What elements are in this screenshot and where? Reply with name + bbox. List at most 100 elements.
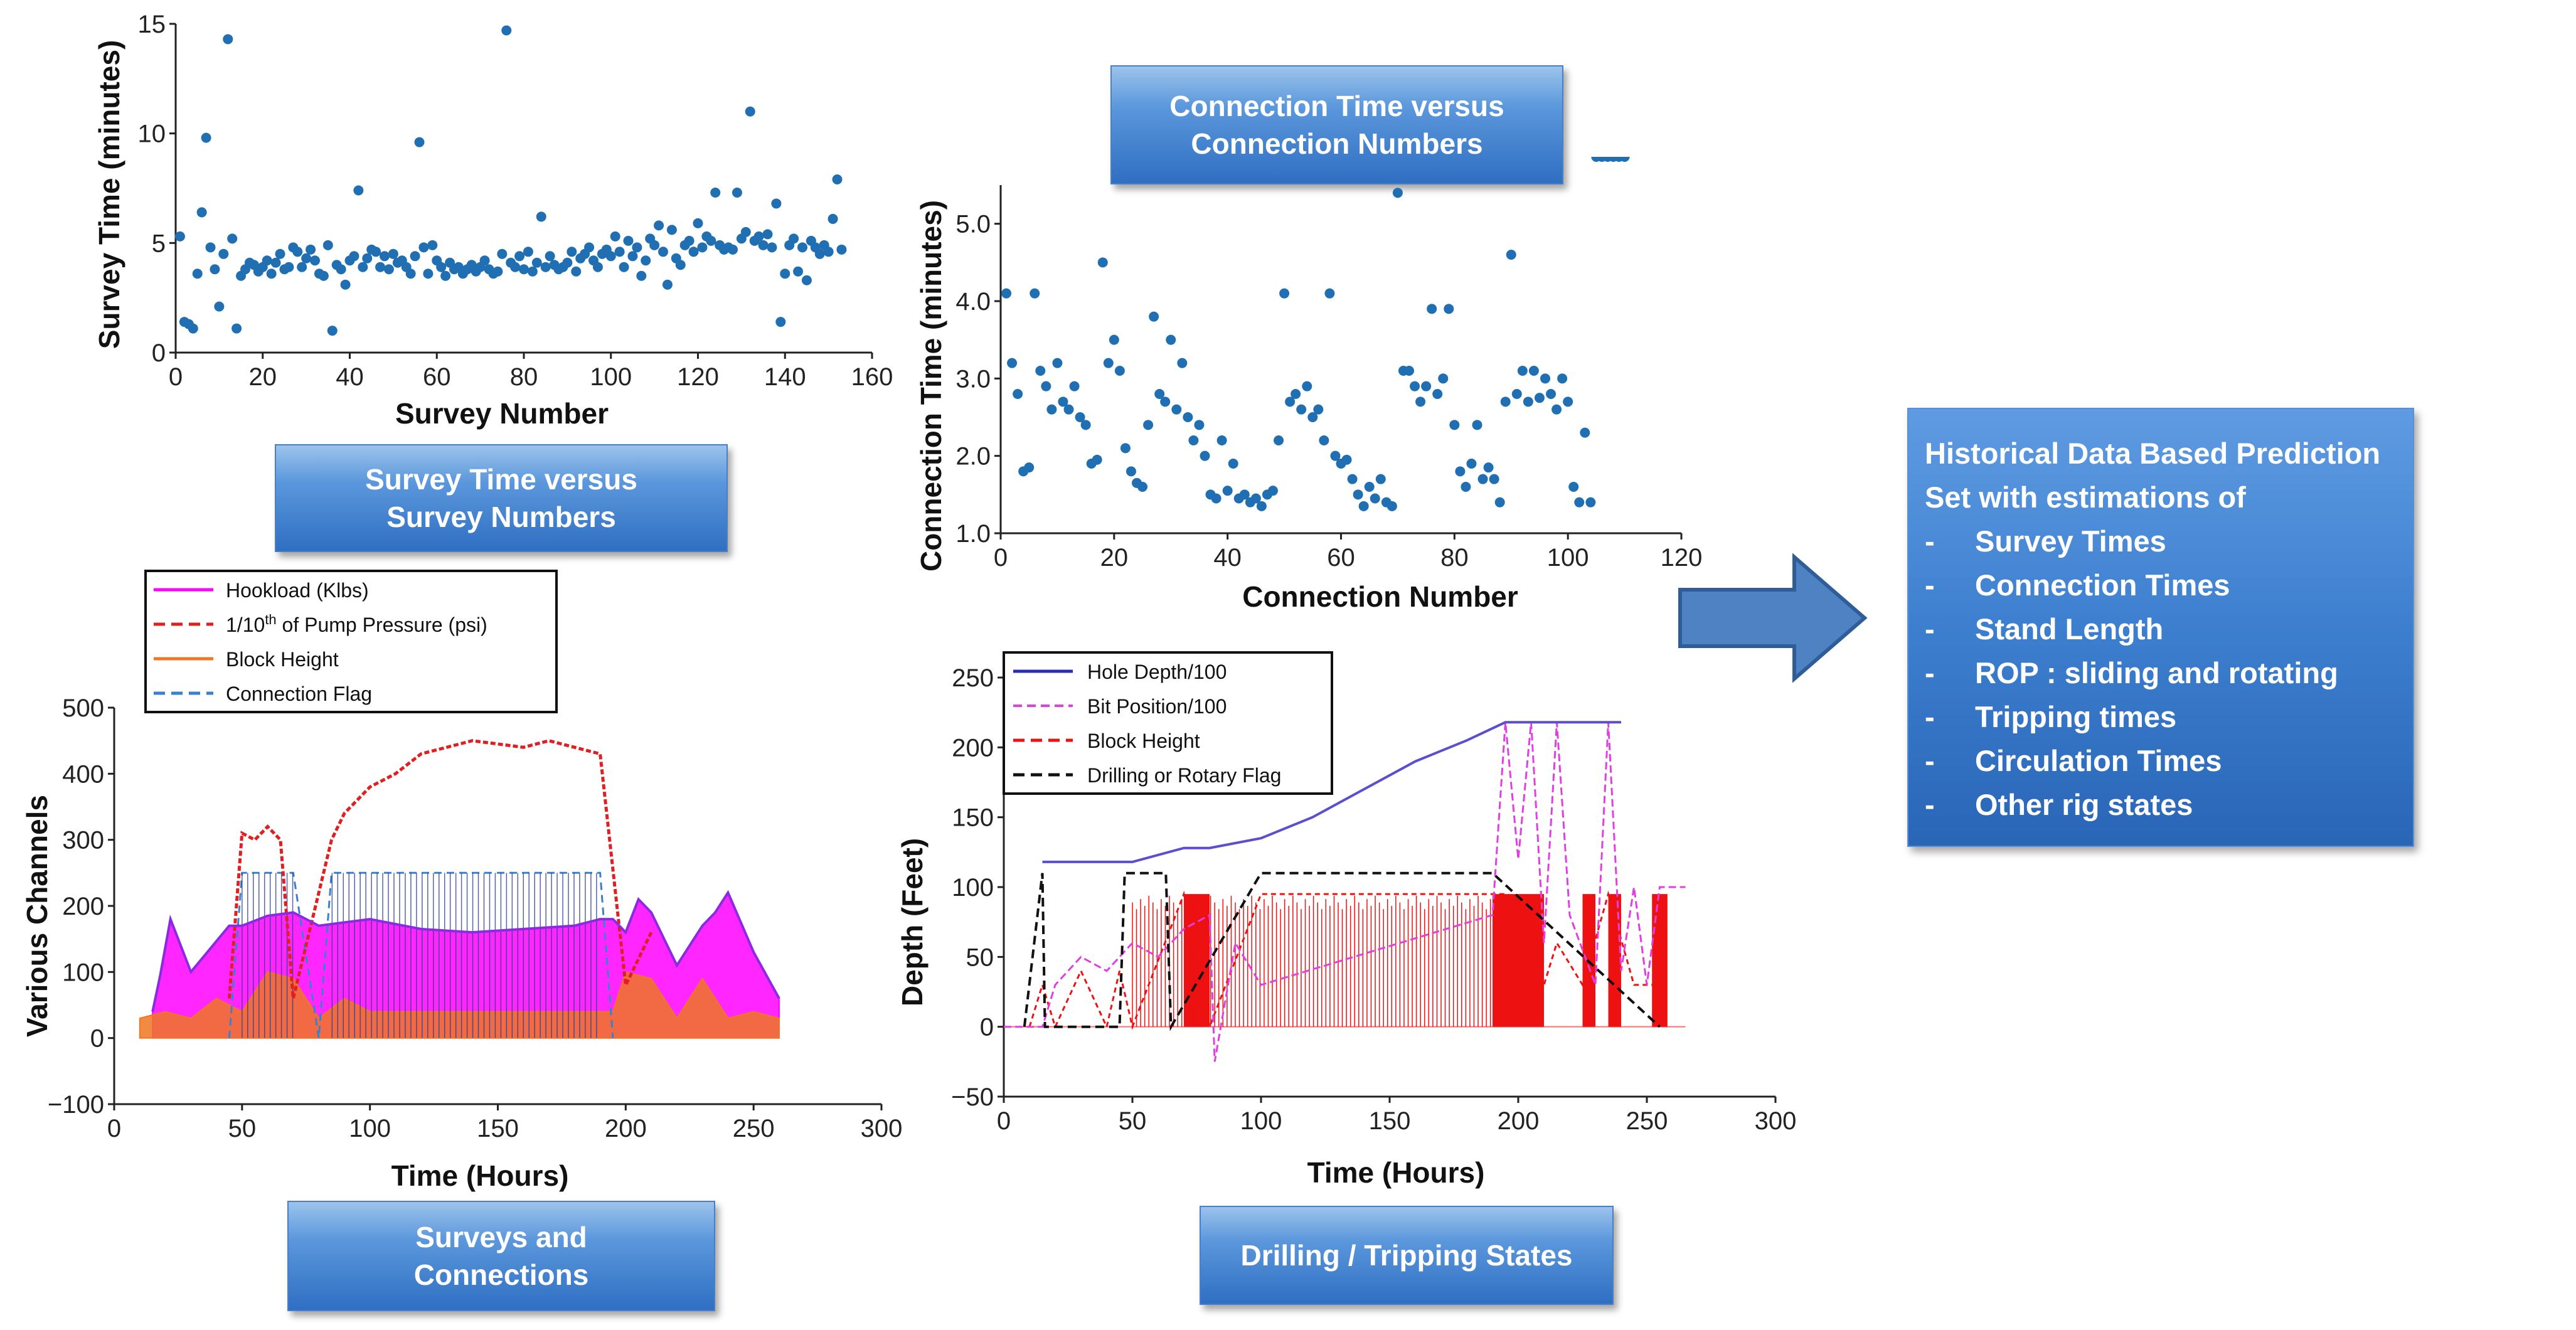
right-arrow-icon: [1678, 553, 1868, 683]
scatter-point: [1557, 373, 1568, 384]
scatter-point: [1415, 396, 1426, 407]
scatter-point: [562, 257, 573, 268]
scatter-point: [793, 266, 804, 277]
x-tick-label: 0: [994, 544, 1008, 572]
summary-item: - Tripping times: [1925, 700, 2177, 733]
scatter-point: [1546, 389, 1557, 399]
scatter-point: [814, 248, 825, 259]
scatter-point: [214, 301, 225, 312]
scatter-point: [1551, 404, 1562, 415]
channels-y-axis-title: Various Channels: [21, 795, 53, 1037]
scatter-point: [1386, 501, 1397, 511]
scatter-point: [1540, 373, 1550, 384]
scatter-point: [527, 266, 538, 277]
scatter-point: [1046, 404, 1057, 415]
scatter-point: [327, 326, 338, 336]
scatter-point: [1563, 396, 1573, 407]
connection-x-axis-title: Connection Number: [1242, 580, 1518, 613]
y-tick-label: 500: [62, 694, 104, 722]
scatter-point: [706, 235, 716, 246]
scatter-point: [1528, 366, 1539, 376]
survey-y-axis-title: Survey Time (minutes): [93, 40, 125, 349]
scatter-point: [732, 187, 742, 198]
scatter-point: [427, 240, 438, 250]
survey-x-axis-title: Survey Number: [395, 397, 609, 430]
scatter-point: [205, 242, 216, 253]
scatter-point: [292, 247, 303, 257]
y-tick-label: 100: [952, 874, 994, 902]
scatter-point: [1041, 381, 1051, 391]
scatter-point: [662, 279, 673, 290]
scatter-point: [1103, 358, 1114, 368]
scatter-point: [1200, 450, 1210, 461]
scatter-point: [196, 207, 207, 218]
summary-item: - Other rig states: [1925, 788, 2193, 821]
scatter-point: [1534, 393, 1545, 403]
x-tick-label: 120: [677, 363, 719, 391]
connection-flag-series: [228, 871, 614, 1038]
scatter-point: [1392, 188, 1403, 198]
scatter-point: [388, 248, 398, 259]
scatter-point: [1619, 157, 1630, 162]
scatter-point: [619, 262, 629, 272]
scatter-point: [1517, 366, 1528, 376]
legend-hookload: Hookload (Klbs): [226, 579, 369, 602]
scatter-point: [1432, 389, 1443, 399]
legend-block: Block Height: [226, 648, 339, 671]
scatter-point: [797, 242, 807, 253]
y-tick-label: 150: [952, 804, 994, 832]
scatter-point: [627, 251, 638, 262]
x-tick-label: 100: [1547, 544, 1589, 572]
scatter-point: [497, 248, 508, 259]
scatter-point: [362, 253, 373, 263]
x-tick-label: 100: [590, 363, 632, 391]
y-tick-label: 1.0: [955, 520, 991, 548]
x-tick-label: 80: [510, 363, 538, 391]
depth-y-axis-title: Depth (Feet): [896, 838, 929, 1006]
y-tick-label: 4.0: [955, 288, 991, 316]
scatter-point: [479, 255, 490, 266]
scatter-point: [418, 242, 429, 253]
scatter-point: [658, 247, 668, 257]
scatter-point: [1347, 474, 1358, 484]
scatter-point: [380, 251, 390, 262]
x-tick-label: 0: [107, 1115, 121, 1142]
scatter-point: [1256, 501, 1267, 511]
summary-item: - ROP : sliding and rotating: [1925, 656, 2338, 689]
scatter-point: [1035, 366, 1046, 376]
scatter-point: [174, 231, 185, 242]
y-tick-label: 10: [138, 120, 166, 148]
scatter-point: [414, 137, 425, 147]
scatter-point: [1222, 486, 1233, 496]
scatter-point: [1007, 358, 1018, 368]
scatter-point: [789, 233, 799, 244]
y-tick-label: 50: [966, 944, 994, 971]
x-tick-label: 120: [1661, 544, 1703, 572]
scatter-point: [1568, 482, 1579, 492]
x-tick-label: 150: [1369, 1107, 1411, 1135]
scatter-point: [1427, 304, 1437, 314]
scatter-point: [201, 132, 211, 143]
block-height-bar: [1493, 894, 1544, 1027]
scatter-point: [436, 262, 447, 272]
x-tick-label: 250: [1626, 1107, 1668, 1135]
survey-title-box: Survey Time versus Survey Numbers: [275, 444, 728, 552]
summary-item: - Connection Times: [1925, 568, 2230, 602]
scatter-point: [1126, 466, 1136, 477]
y-tick-label: 0: [90, 1025, 104, 1053]
x-tick-label: 40: [1213, 544, 1242, 572]
scatter-point: [545, 251, 555, 262]
scatter-point: [745, 106, 755, 117]
summary-list: - Survey Times - Connection Times - Stand L…: [1925, 519, 2397, 827]
scatter-point: [1444, 304, 1454, 314]
scatter-point: [284, 262, 294, 272]
scatter-point: [1160, 396, 1171, 407]
legend-hole-depth: Hole Depth/100: [1087, 661, 1227, 683]
scatter-point: [688, 247, 699, 257]
scatter-point: [270, 257, 281, 268]
scatter-point: [832, 174, 843, 185]
y-tick-label: 2.0: [955, 443, 991, 471]
scatter-point: [1466, 459, 1477, 469]
